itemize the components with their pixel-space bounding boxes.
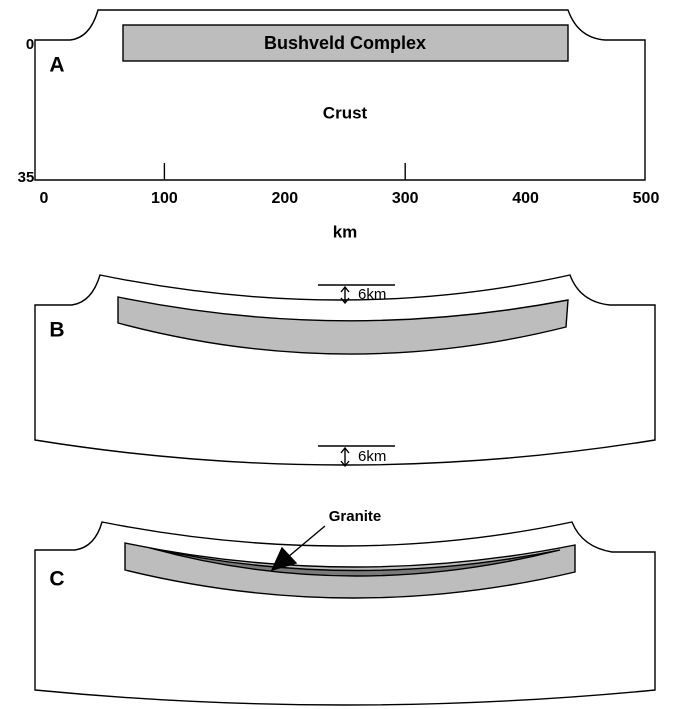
body-label: Bushveld Complex: [264, 33, 426, 53]
depth-label: 35: [18, 169, 35, 186]
region-label: Crust: [323, 103, 368, 122]
offset-label: 6km: [358, 448, 386, 465]
x-tick-label: 0: [40, 190, 49, 207]
panel-label: C: [49, 568, 64, 591]
offset-label: 6km: [358, 286, 386, 303]
x-tick-label: 300: [392, 190, 419, 207]
panel-label: A: [49, 54, 64, 77]
annotation: Granite: [329, 508, 382, 525]
x-tick-label: 100: [151, 190, 178, 207]
x-tick-label: 200: [271, 190, 298, 207]
x-tick-label: 400: [512, 190, 539, 207]
diagram: Bushveld Complex A Crust 0 35 km 0 100 200…: [0, 0, 682, 709]
body-band: [118, 297, 568, 354]
depth-label: 0: [26, 36, 34, 53]
panel-label: B: [49, 319, 64, 342]
annotation-arrow: [288, 526, 325, 557]
x-tick-label: 500: [633, 190, 660, 207]
axis-unit: km: [333, 222, 358, 241]
